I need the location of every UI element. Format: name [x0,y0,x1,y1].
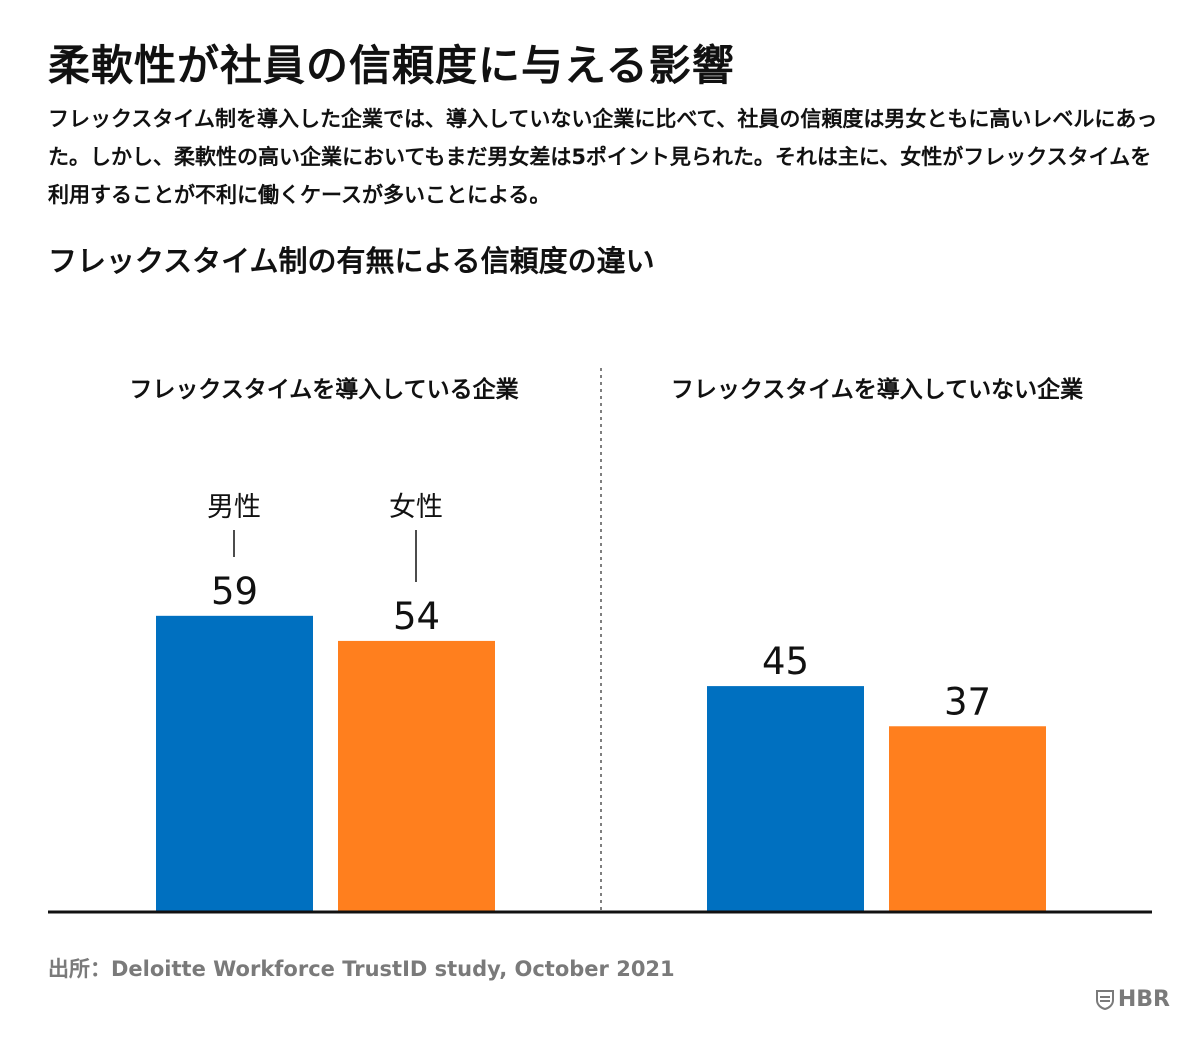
value-label-men-group-2: 45 [762,640,809,683]
bar-chart: フレックスタイムを導入している企業 フレックスタイムを導入していない企業 男性 … [48,368,1152,914]
value-label-women-group-1: 54 [393,595,440,638]
legend-label-men: 男性 [207,492,261,523]
hbr-logo-text: HBR [1117,987,1170,1012]
value-label-women-group-2: 37 [944,680,991,723]
source-note: 出所：Deloitte Workforce TrustID study, Oct… [48,957,675,981]
group-label-no-flex: フレックスタイムを導入していない企業 [671,376,1084,403]
page-title: 柔軟性が社員の信頼度に与える影響 [48,41,735,90]
bars-layer: 59 45 54 37 [156,570,1046,912]
group-label-flex: フレックスタイムを導入している企業 [129,376,519,403]
bar-men-group-2 [707,686,864,912]
bar-men-group-1 [156,615,313,912]
legend-label-women: 女性 [389,492,443,523]
page-subtitle: フレックスタイム制を導入した企業では、導入していない企業に比べて、社員の信頼度は… [48,107,1158,207]
hbr-shield-icon [1095,989,1114,1010]
value-label-men-group-1: 59 [211,570,258,613]
bar-women-group-2 [889,726,1046,912]
hbr-logo: HBR [1095,987,1170,1012]
bar-women-group-1 [338,640,495,912]
chart-title: フレックスタイム制の有無による信頼度の違い [48,244,655,278]
